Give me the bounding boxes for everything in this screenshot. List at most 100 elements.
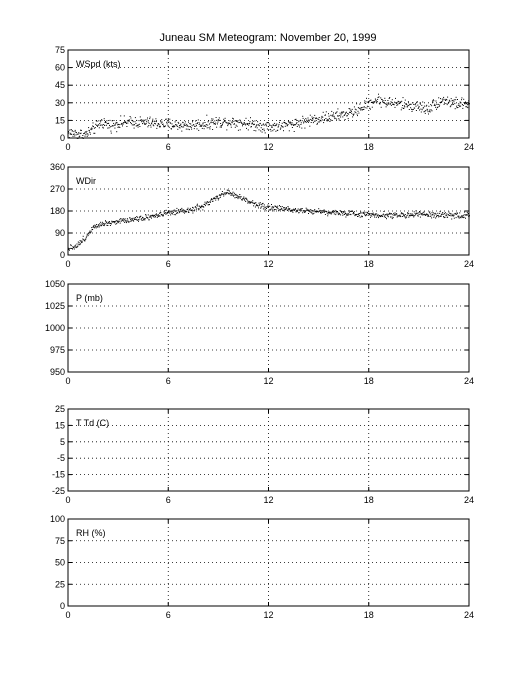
- data-point: [94, 224, 96, 226]
- data-point: [132, 121, 134, 123]
- data-point: [219, 126, 221, 128]
- data-point: [158, 124, 160, 125]
- data-point: [358, 215, 360, 217]
- data-point: [138, 219, 140, 221]
- data-point: [210, 198, 212, 200]
- data-point: [262, 208, 264, 210]
- data-point: [213, 123, 215, 124]
- data-point: [430, 215, 432, 217]
- data-point: [91, 127, 93, 129]
- data-point: [403, 214, 405, 216]
- data-point: [148, 125, 150, 126]
- data-point: [144, 218, 146, 220]
- data-point: [141, 220, 143, 221]
- data-point: [243, 198, 245, 200]
- data-point: [332, 114, 334, 116]
- data-point: [105, 121, 107, 123]
- x-tick-label: 0: [65, 495, 70, 505]
- data-point: [346, 214, 348, 216]
- data-point: [215, 122, 217, 124]
- data-point: [195, 206, 197, 208]
- data-point: [282, 126, 284, 128]
- data-point: [184, 124, 185, 126]
- data-point: [345, 213, 347, 215]
- data-point: [73, 247, 75, 249]
- data-point: [401, 213, 403, 215]
- data-point: [393, 104, 395, 106]
- data-point: [69, 133, 71, 135]
- data-point: [455, 96, 457, 98]
- data-point: [319, 121, 321, 123]
- data-point: [124, 218, 126, 220]
- data-point: [432, 99, 434, 101]
- data-point: [168, 211, 170, 213]
- data-point: [463, 214, 465, 216]
- data-point: [444, 212, 446, 214]
- data-point: [171, 210, 172, 212]
- data-point: [193, 128, 195, 130]
- data-point: [396, 216, 398, 218]
- data-point: [81, 241, 83, 243]
- data-point: [149, 116, 151, 118]
- data-point: [164, 126, 166, 127]
- data-point: [338, 118, 340, 120]
- data-point: [79, 244, 81, 246]
- data-point: [299, 210, 301, 212]
- data-point: [106, 120, 108, 122]
- data-point: [177, 128, 179, 130]
- data-point: [288, 130, 290, 132]
- data-point: [436, 108, 437, 110]
- data-point: [326, 212, 328, 214]
- data-point: [371, 106, 373, 108]
- data-point: [311, 211, 313, 213]
- data-point: [441, 101, 443, 103]
- data-point: [442, 100, 444, 102]
- data-point: [155, 123, 156, 125]
- data-point: [437, 103, 439, 105]
- data-point: [112, 221, 114, 223]
- y-tick-label: 0: [60, 133, 65, 143]
- data-point: [96, 225, 98, 227]
- data-point: [145, 123, 147, 124]
- data-point: [194, 125, 196, 127]
- data-point: [125, 122, 127, 124]
- y-tick-label: 180: [50, 206, 65, 216]
- data-point: [377, 97, 379, 98]
- data-point: [270, 208, 272, 210]
- data-point: [217, 196, 218, 198]
- data-point: [212, 129, 214, 130]
- data-point: [245, 124, 247, 126]
- data-point: [116, 220, 118, 222]
- data-point: [457, 212, 458, 214]
- data-point: [243, 196, 245, 198]
- data-point: [300, 208, 302, 210]
- x-tick-label: 6: [166, 259, 171, 269]
- data-point: [131, 219, 133, 221]
- data-point: [314, 114, 316, 116]
- data-point: [299, 209, 301, 211]
- data-point: [448, 101, 450, 103]
- data-point: [403, 107, 405, 109]
- data-point: [449, 100, 451, 102]
- data-point: [336, 111, 338, 113]
- data-point: [113, 124, 115, 126]
- data-point: [82, 235, 84, 237]
- data-point: [154, 216, 156, 218]
- data-point: [174, 121, 176, 123]
- data-point: [145, 123, 147, 125]
- data-point: [351, 112, 353, 114]
- data-point: [236, 125, 238, 127]
- data-point: [291, 124, 292, 126]
- data-point: [440, 214, 442, 216]
- data-point: [199, 122, 201, 124]
- data-point: [175, 210, 177, 212]
- data-point: [440, 102, 442, 103]
- data-point: [90, 129, 92, 131]
- data-point: [70, 244, 72, 246]
- data-point: [180, 208, 182, 210]
- data-point: [70, 129, 72, 130]
- data-point: [462, 105, 464, 106]
- data-point: [203, 206, 205, 208]
- data-point: [420, 111, 422, 113]
- data-point: [187, 125, 189, 127]
